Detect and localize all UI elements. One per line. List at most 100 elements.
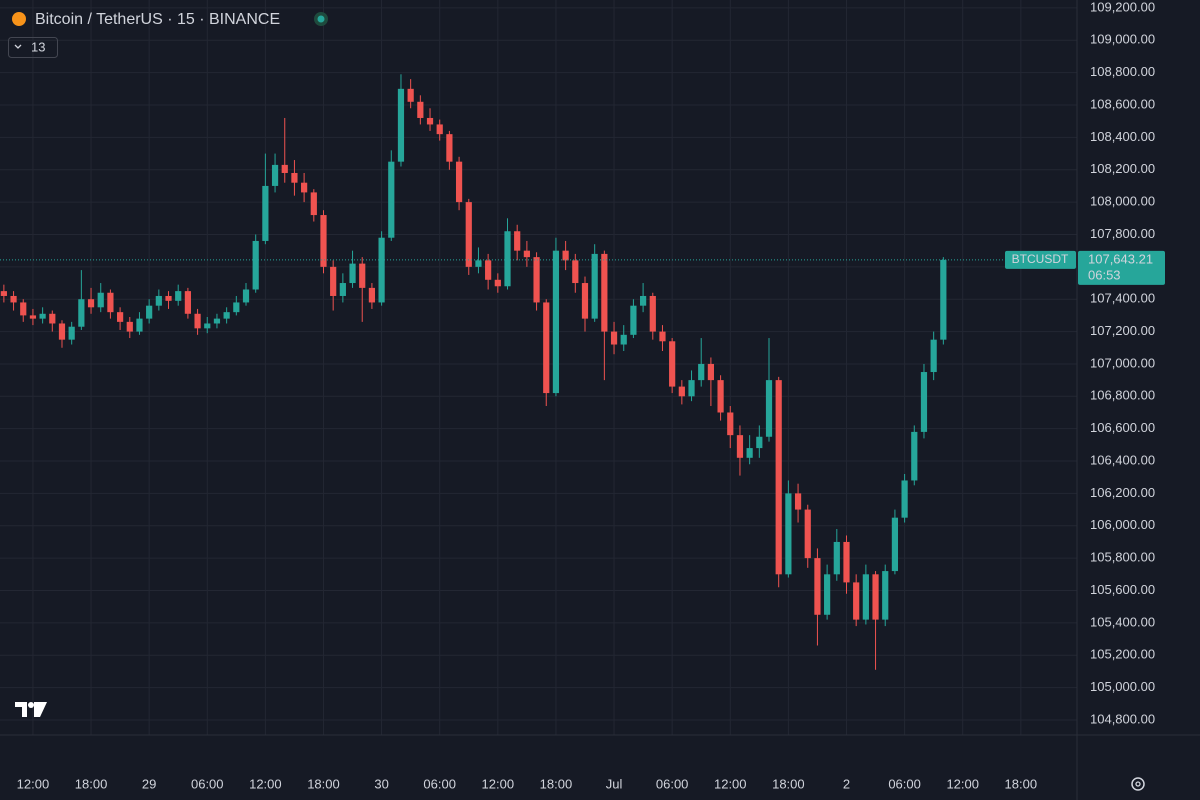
x-tick-label: 18:00 — [75, 776, 108, 791]
y-tick-label: 106,200.00 — [1090, 485, 1155, 500]
candle-body — [233, 302, 240, 313]
candle-body — [10, 295, 17, 303]
y-tick-label: 109,200.00 — [1090, 0, 1155, 14]
x-tick-label: 30 — [374, 776, 388, 791]
y-tick-label: 107,000.00 — [1090, 355, 1155, 370]
candle-body — [271, 164, 279, 186]
candle-body — [126, 321, 133, 332]
y-tick-label: 108,000.00 — [1090, 194, 1155, 209]
x-tick-label: 18:00 — [307, 776, 340, 791]
y-tick-label: 107,800.00 — [1090, 226, 1155, 241]
candle-body — [465, 202, 472, 267]
candle-body — [698, 363, 705, 381]
candle-body — [436, 124, 443, 135]
x-tick-label: 06:00 — [191, 776, 224, 791]
candle-body — [213, 318, 221, 324]
candle-body — [659, 331, 666, 342]
candle-body — [514, 231, 521, 251]
candle-body — [640, 295, 647, 306]
candle-body — [320, 215, 327, 267]
y-tick-label: 108,200.00 — [1090, 161, 1155, 176]
x-tick-label: 06:00 — [656, 776, 689, 791]
y-tick-label: 108,600.00 — [1090, 96, 1155, 111]
candle-body — [330, 266, 337, 296]
candle-body — [165, 295, 172, 301]
candle-body — [736, 435, 744, 458]
candle-body — [417, 101, 424, 118]
candle-body — [891, 517, 899, 572]
candle-body — [669, 341, 676, 387]
settings-icon[interactable] — [1131, 777, 1145, 791]
candle-body — [824, 574, 831, 615]
price-tag-label: 107,643.21 — [1088, 251, 1153, 266]
candle-body — [494, 279, 501, 287]
indicator-toggle[interactable] — [8, 37, 58, 58]
x-tick-label: 12:00 — [946, 776, 979, 791]
candle-body — [349, 263, 356, 284]
candle-body — [242, 289, 250, 303]
candle-body — [853, 582, 860, 620]
y-tick-label: 105,800.00 — [1090, 550, 1155, 565]
y-tick-label: 107,400.00 — [1090, 291, 1155, 306]
y-tick-label: 106,400.00 — [1090, 452, 1155, 467]
candle-body — [572, 260, 579, 284]
status-dot — [317, 15, 325, 23]
candle-body — [601, 253, 608, 332]
y-tick-label: 105,000.00 — [1090, 679, 1155, 694]
candle-body — [882, 571, 889, 620]
candle-body — [911, 431, 918, 481]
candle-body — [87, 299, 95, 308]
candle-body — [359, 263, 366, 288]
y-tick-label: 109,000.00 — [1090, 32, 1155, 47]
candle-body — [746, 448, 753, 458]
candle-body — [804, 509, 811, 559]
x-tick-label: 18:00 — [772, 776, 805, 791]
candle-body — [591, 253, 598, 319]
candle-body — [727, 412, 734, 436]
candle-body — [252, 240, 259, 290]
x-tick-label: 06:00 — [888, 776, 921, 791]
candle-body — [194, 313, 201, 329]
x-tick-label: 12:00 — [17, 776, 50, 791]
candle-body — [116, 312, 124, 322]
candle-body — [136, 318, 143, 332]
x-tick-label: 18:00 — [540, 776, 573, 791]
candle-body — [562, 250, 569, 261]
indicator-count: 13 — [31, 39, 45, 54]
x-tick-label: 06:00 — [423, 776, 456, 791]
chart-title: Bitcoin / TetherUS · 15 · BINANCE — [35, 11, 280, 28]
x-tick-label: 12:00 — [249, 776, 282, 791]
candle-body — [204, 323, 211, 329]
candle-body — [184, 291, 191, 314]
candle-body — [281, 164, 288, 173]
coin-icon — [12, 12, 26, 26]
candle-body — [862, 574, 869, 620]
candle-body — [775, 380, 782, 575]
candle-body — [262, 185, 269, 241]
x-tick-label: 12:00 — [714, 776, 747, 791]
candle-body — [833, 541, 840, 575]
y-tick-label: 108,400.00 — [1090, 129, 1155, 144]
y-tick-label: 106,000.00 — [1090, 517, 1155, 532]
x-tick-label: 12:00 — [482, 776, 515, 791]
candles — [0, 74, 947, 670]
y-tick-label: 106,600.00 — [1090, 420, 1155, 435]
y-tick-label: 105,400.00 — [1090, 614, 1155, 629]
candle-body — [581, 283, 589, 319]
candle-body — [707, 363, 714, 381]
candle-body — [49, 313, 56, 324]
candle-body — [97, 292, 104, 308]
candle-body — [475, 260, 482, 267]
y-tick-label: 105,600.00 — [1090, 582, 1155, 597]
candle-body — [107, 292, 114, 313]
candle-body — [301, 182, 308, 193]
candle-body — [368, 287, 376, 303]
chevron — [14, 44, 22, 49]
candle-body — [407, 88, 414, 102]
candle-body — [78, 299, 85, 327]
y-tick-label: 106,800.00 — [1090, 388, 1155, 403]
y-tick-label: 104,800.00 — [1090, 711, 1155, 726]
